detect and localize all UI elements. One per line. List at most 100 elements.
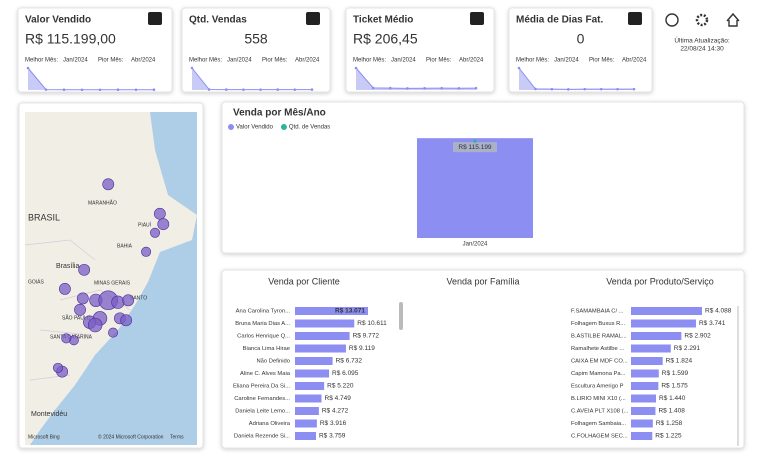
sparkline-dot (276, 88, 280, 91)
bar (631, 382, 659, 390)
sparkline-dot (190, 66, 194, 70)
bar (631, 419, 653, 428)
sparkline-dot (457, 86, 461, 90)
kpi-card (17, 7, 173, 93)
home-icon[interactable] (726, 12, 740, 27)
bar (417, 138, 533, 238)
sparkline (27, 67, 155, 91)
map-label: SÃO PAULO (62, 314, 91, 321)
data-label: R$ 1.225 (655, 433, 682, 440)
kpi-best: Jan/2024 (391, 58, 416, 64)
map-terms[interactable]: Terms (170, 434, 184, 440)
data-label: R$ 4.272 (322, 408, 349, 415)
scrollbar[interactable] (399, 302, 403, 330)
sparkline-dot (474, 86, 478, 90)
map-attribution: © 2024 Microsoft Corporation (98, 433, 164, 440)
bar (295, 307, 368, 315)
category-label: Folhagem Sambaia... (571, 421, 626, 427)
category-label: Escultura Amerigo P (571, 384, 624, 390)
bar (631, 332, 682, 340)
kpi-value: 0 (577, 31, 585, 47)
bar (295, 357, 333, 365)
category-label: Capim Mamona Pa... (571, 371, 626, 377)
sparkline-dot (388, 86, 392, 90)
bar (295, 394, 322, 403)
bar (295, 419, 317, 428)
map-provider: Microsoft Bing (28, 434, 60, 440)
update-value: 22/08/24 14:30 (680, 46, 724, 53)
sparkline-dot (259, 88, 262, 91)
chart-title: Venda por Família (446, 276, 519, 286)
map-bubble (76, 292, 89, 305)
category-label: Caroline Fernandes... (234, 396, 290, 402)
category-label: Bianca Lima Hirae (243, 346, 290, 352)
map-bubble (61, 333, 72, 344)
kpi-value: 558 (244, 31, 268, 47)
sparkline-dot (599, 87, 603, 91)
kpi-icon (306, 12, 320, 25)
kpi-card (345, 7, 495, 93)
category-label: Daniela Rezende Si... (234, 434, 290, 440)
kpi-worst: Abr/2024 (295, 58, 320, 64)
data-label: R$ 1.258 (656, 420, 683, 427)
settings-icon[interactable] (695, 13, 709, 27)
sparkline-area (192, 68, 312, 90)
sparkline-dot (152, 88, 156, 92)
x-tick-label: Jan/2024 (463, 242, 488, 248)
data-label-bg (453, 142, 497, 153)
sparkline-dot (534, 87, 537, 91)
sparkline-dot (116, 88, 120, 92)
map-bubble (102, 178, 115, 191)
sparkline-area (356, 68, 476, 90)
data-label: R$ 115.199 (458, 144, 492, 151)
map-bubble (157, 218, 170, 231)
map-bubble (122, 294, 135, 307)
category-label: Bruna Maria Dias A... (235, 321, 290, 327)
data-label: R$ 2.902 (684, 333, 711, 340)
map (25, 112, 197, 445)
data-label: R$ 5.220 (327, 383, 354, 390)
bar (631, 357, 663, 365)
sparkline-area (28, 68, 154, 90)
kpi-best-label: Melhor Mês: (25, 58, 58, 64)
bar (295, 344, 346, 353)
category-label: Folhagem Buxus R... (571, 321, 626, 327)
kpi-title: Ticket Médio (353, 15, 413, 26)
kpi-worst: Abr/2024 (622, 58, 647, 64)
category-label: Não Definido (256, 359, 290, 365)
data-label: R$ 1.599 (662, 370, 689, 377)
category-label: Daniela Leite Lemo... (235, 409, 290, 415)
kpi-worst-label: Pior Mês: (426, 58, 452, 64)
category-label: F.SAMAMBAIA C/ ... (571, 309, 624, 315)
sparkline-dot (310, 88, 314, 91)
kpi-title: Valor Vendido (25, 15, 91, 26)
data-label: R$ 3.741 (699, 320, 726, 327)
legend-swatch (228, 124, 234, 130)
icons[interactable] (665, 12, 740, 27)
sparkline-dot (550, 87, 554, 91)
whatsapp-icon[interactable] (665, 13, 679, 27)
kpi-title: Qtd. Vendas (189, 15, 247, 26)
sparkline (191, 67, 313, 91)
kpi-worst: Abr/2024 (131, 58, 156, 64)
category-label: C.AVEIA PLT X108 (... (571, 409, 629, 415)
map-bubble (58, 282, 71, 295)
sparkline-dot (616, 87, 619, 91)
bar (295, 382, 325, 390)
map-label: MINAS GERAIS (94, 280, 131, 286)
kpi-best-label: Melhor Mês: (353, 58, 386, 64)
legend-label: Qtd. de Vendas (289, 125, 330, 131)
category-label: Aline C. Alves Maia (240, 371, 291, 377)
chart-title: Venda por Produto/Serviço (606, 276, 714, 286)
map-bubble (87, 317, 103, 333)
map-bubble (120, 314, 133, 327)
data-label: R$ 3.759 (319, 433, 346, 440)
kpi-worst-label: Pior Mês: (589, 58, 615, 64)
bar (631, 319, 696, 328)
map-bubble (78, 263, 91, 276)
bar (631, 394, 657, 403)
map-bubble (74, 303, 86, 316)
map-label: Montevidéu (31, 411, 67, 418)
data-label: R$ 10.611 (357, 320, 387, 327)
scrollbar[interactable] (737, 306, 739, 446)
